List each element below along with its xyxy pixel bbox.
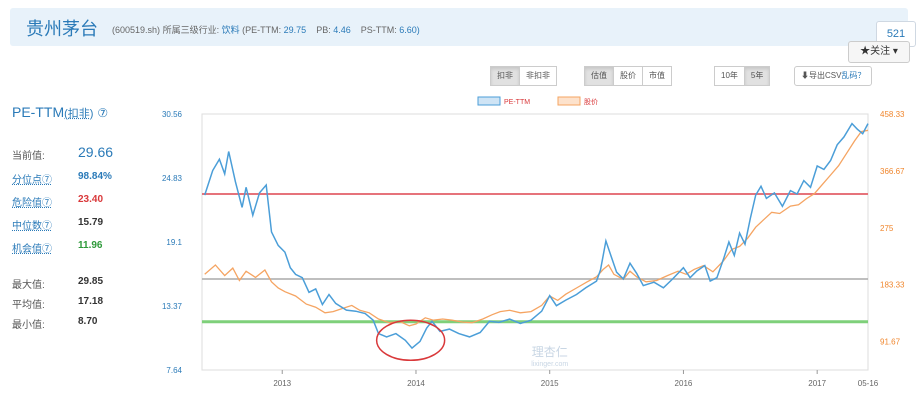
range-toggle-group: 10年 5年: [714, 66, 771, 86]
stat-label[interactable]: 中位数⑦: [12, 221, 52, 232]
stat-label[interactable]: 分位点⑦: [12, 175, 52, 186]
ps-label: PS-TTM:: [360, 25, 397, 35]
x-tick-label: 05-16: [858, 379, 879, 388]
deduct-toggle-group: 扣非 非扣非: [490, 66, 557, 86]
pb-label: PB:: [316, 25, 331, 35]
legend-pe-label: PE-TTM: [504, 99, 530, 106]
metric-title: PE-TTM(扣非) ⑦: [12, 104, 108, 121]
ps-value: 6.60): [399, 25, 420, 35]
x-tick-label: 2017: [808, 379, 826, 388]
valuation-button[interactable]: 估值: [584, 66, 614, 86]
help-icon[interactable]: ⑦: [97, 106, 109, 120]
stat-label[interactable]: 危险值⑦: [12, 198, 52, 209]
price-button[interactable]: 股价: [613, 66, 643, 86]
legend-price-label: 股价: [584, 98, 598, 106]
watermark-text: 理杏仁: [532, 345, 568, 359]
export-csv-button[interactable]: ⬇导出CSV乱码？: [794, 66, 873, 86]
legend-pe-swatch: [477, 96, 501, 106]
stock-code: (600519.sh): [112, 25, 161, 35]
stat-label[interactable]: 机会值⑦: [12, 244, 52, 255]
stock-title[interactable]: 贵州茅台: [26, 19, 98, 39]
highlight-circle: [375, 319, 446, 362]
y-right-tick-label: 366.67: [880, 167, 905, 176]
current-label: 当前值:: [12, 151, 45, 162]
stat-value: 15.79: [78, 217, 104, 228]
pe-chart[interactable]: 2013 2014 2015 2016 2017 05-16 30.56 24.83 19.1 1…: [150, 92, 910, 402]
plot-frame: [201, 113, 869, 371]
stock-subinfo: (600519.sh) 所属三级行业: 饮料 (PE-TTM: 29.75 PB…: [112, 23, 420, 36]
stat-value: 23.40: [78, 194, 104, 205]
y-left-tick-label: 30.56: [162, 110, 183, 119]
y-right-tick-label: 458.33: [880, 110, 905, 119]
stat-value: 11.96: [78, 240, 103, 251]
view-toggle-group: 估值 股价 市值: [584, 66, 672, 86]
max-value: 29.85: [78, 276, 104, 287]
y-left-tick-label: 13.37: [162, 302, 183, 311]
current-value: 29.66: [78, 144, 114, 160]
stock-header: 贵州茅台 (600519.sh) 所属三级行业: 饮料 (PE-TTM: 29.…: [10, 8, 916, 47]
y-right-tick-label: 91.67: [880, 338, 901, 347]
y-left-tick-label: 7.64: [166, 366, 182, 375]
pb-value: 4.46: [333, 25, 351, 35]
y-left-tick-label: 19.1: [166, 238, 182, 247]
avg-value: 17.18: [78, 296, 104, 307]
y-right-tick-label: 183.33: [880, 281, 905, 290]
x-tick-label: 2015: [541, 379, 559, 388]
market-cap-button[interactable]: 市值: [642, 66, 672, 86]
legend-price-swatch: [557, 96, 581, 106]
x-tick-label: 2014: [407, 379, 425, 388]
metric-suffix[interactable]: (扣非): [64, 108, 94, 120]
watermark-url: lixinger.com: [531, 361, 568, 368]
min-value: 8.70: [78, 316, 98, 327]
max-label: 最大值:: [12, 280, 45, 291]
follow-button[interactable]: ★关注 ▾: [848, 41, 910, 63]
export-group: ⬇导出CSV乱码？: [794, 66, 873, 86]
range-5y-button[interactable]: 5年: [743, 66, 771, 86]
min-label: 最小值:: [12, 320, 45, 331]
range-10y-button[interactable]: 10年: [714, 66, 745, 86]
x-tick-label: 2013: [273, 379, 291, 388]
export-label: ⬇导出CSV: [801, 71, 842, 80]
pe-value: 29.75: [283, 25, 307, 35]
y-right-tick-label: 275: [880, 224, 894, 233]
stat-value: 98.84%: [78, 171, 112, 182]
industry-link[interactable]: 饮料: [221, 25, 240, 35]
price-series-line: [204, 129, 869, 327]
x-tick-label: 2016: [675, 379, 693, 388]
y-left-tick-label: 24.83: [162, 174, 183, 183]
metric-name[interactable]: PE-TTM: [12, 104, 65, 120]
pe-series-line: [203, 122, 869, 350]
avg-label: 平均值:: [12, 300, 45, 311]
industry-label: 所属三级行业:: [162, 25, 220, 35]
pe-label: (PE-TTM:: [242, 25, 282, 35]
garbled-help-link[interactable]: 乱码？: [841, 71, 866, 80]
deduct-button[interactable]: 扣非: [490, 66, 520, 86]
non-deduct-button[interactable]: 非扣非: [519, 66, 557, 86]
